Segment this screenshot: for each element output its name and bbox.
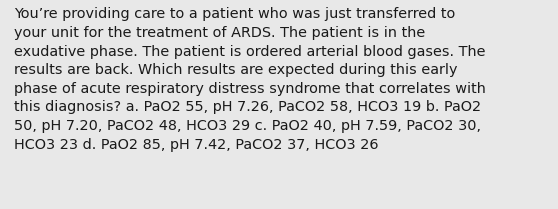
Text: You’re providing care to a patient who was just transferred to
your unit for the: You’re providing care to a patient who w…	[14, 7, 486, 152]
